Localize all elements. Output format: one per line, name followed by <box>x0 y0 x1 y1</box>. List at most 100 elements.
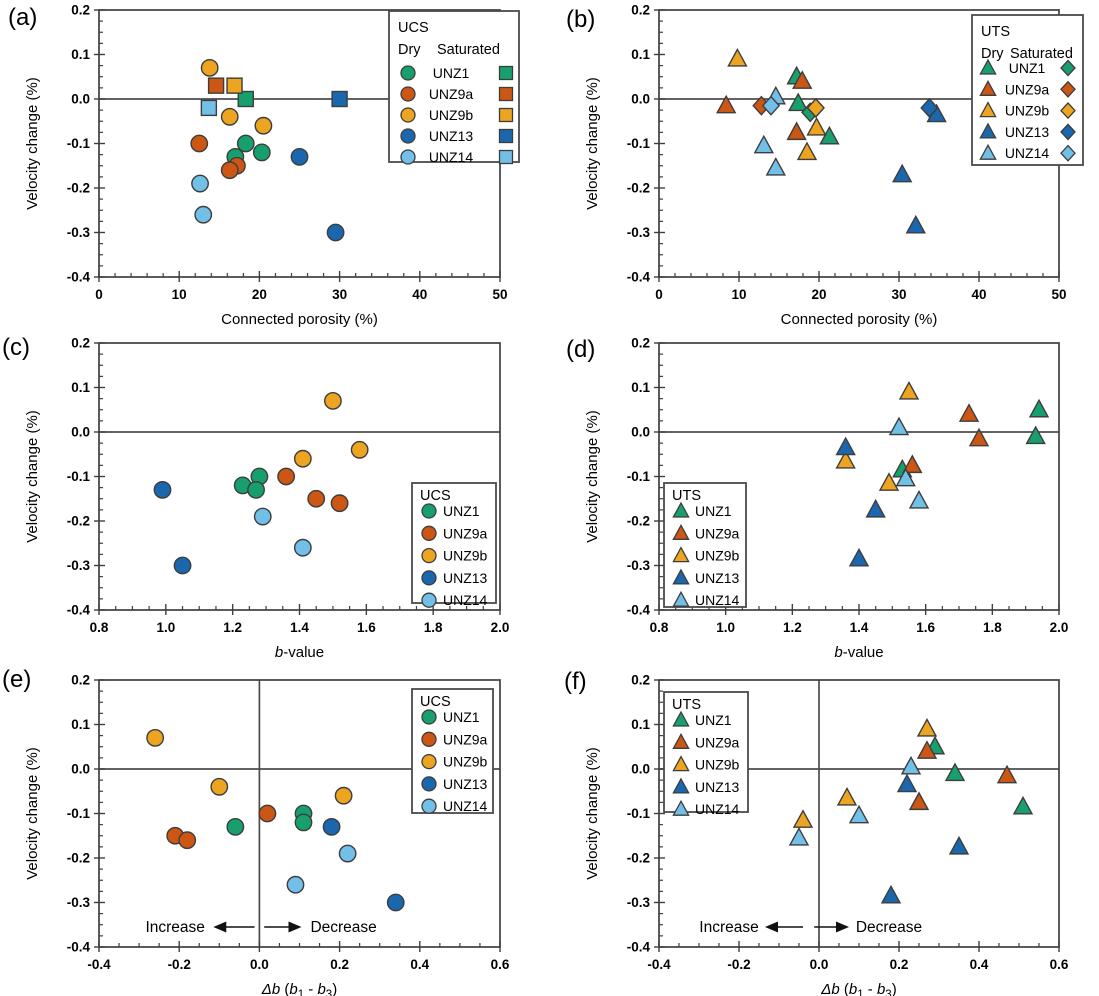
data-points <box>190 58 348 242</box>
point-UNZ13-saturated <box>920 97 939 118</box>
point-UNZ9b-dry <box>727 47 748 67</box>
legend-saturated-marker-UNZ1 <box>1060 59 1076 77</box>
legend-title: UCS <box>420 488 451 504</box>
plot-frame <box>98 342 501 611</box>
legend-marker-UNZ9b <box>421 547 437 564</box>
chart-panel-f: -0.4 -0.2 0.0 0.2 0.4 0.6 0.2 0.1 0.0 -0.1 -0.2 -0.… <box>584 673 1069 996</box>
x-axis-title: b-value <box>275 644 324 660</box>
legend-marker-UNZ13 <box>421 570 437 586</box>
point-UNZ14-dry <box>765 157 786 176</box>
legend-entry-label: UNZ14 <box>429 149 474 165</box>
point-UNZ14-dry <box>900 755 922 775</box>
legend-saturated-marker-UNZ14 <box>1060 144 1076 162</box>
legend-entry-label: UNZ9a <box>695 734 740 750</box>
point-UNZ14-saturated <box>761 95 781 116</box>
point-UNZ9b-saturated <box>226 77 243 94</box>
x-tick-label: 0.6 <box>491 957 510 972</box>
point-UNZ1-dry <box>1012 795 1034 815</box>
x-tick-label: 1.8 <box>424 620 443 635</box>
legend-entry-label: UNZ9a <box>443 525 488 541</box>
legend-entry-label: UNZ14 <box>443 592 488 608</box>
legend-marker-UNZ1 <box>672 710 690 727</box>
legend-dry-header: Dry <box>398 42 421 58</box>
legend-entry-label: UNZ9b <box>1005 103 1050 119</box>
legend-entry-label: UNZ9a <box>1005 81 1050 97</box>
x-tick-label: 1.6 <box>916 620 935 635</box>
panel-label-e: (e) <box>2 666 32 693</box>
legend-entry-label: UNZ1 <box>1009 60 1046 76</box>
y-tick-label: 0.1 <box>631 717 650 732</box>
point-UNZ14-saturated <box>200 99 218 117</box>
legend-dry-marker-UNZ9a <box>979 79 997 96</box>
y-tick-label: -0.1 <box>627 469 651 484</box>
y-tick-label: -0.3 <box>67 225 91 240</box>
y-axis-title: Velocity change (%) <box>584 77 601 210</box>
point-UNZ13-dry <box>948 835 970 855</box>
panel-label-f: (f) <box>564 668 587 695</box>
legend-saturated-marker-UNZ13 <box>1060 123 1076 141</box>
chart-panel-d: 0.8 1.0 1.2 1.4 1.6 1.8 2.0 0.2 0.1 0.0 -0.1 -0.2 -0… <box>584 336 1068 661</box>
y-tick-label: -0.2 <box>67 181 90 196</box>
point-UNZ13-dry <box>896 773 918 793</box>
legend-entry-label: UNZ14 <box>695 592 740 608</box>
legend-a: UCS Dry Saturated UNZ1 UNZ9a UNZ9b UNZ13 UNZ14 <box>388 10 520 165</box>
x-tick-label: 1.2 <box>223 620 242 635</box>
b-change-annotation: Increase Decrease <box>145 919 376 936</box>
point-UNZ9b-dry <box>200 58 219 77</box>
point-UNZ9a-dry <box>220 161 239 180</box>
y-tick-label: -0.2 <box>627 181 650 196</box>
x-tick-label: 0.8 <box>90 620 109 635</box>
point-UNZ14-dry <box>253 507 272 526</box>
x-axis-title: Connected porosity (%) <box>221 311 378 328</box>
y-axis-title: Velocity change (%) <box>24 747 41 880</box>
plot-frame <box>658 342 1060 611</box>
legend-saturated-marker-UNZ9a <box>1060 80 1076 98</box>
point-UNZ1-dry <box>944 762 966 782</box>
x-tick-label: 10 <box>172 287 187 302</box>
x-tick-label: 1.8 <box>983 620 1002 635</box>
legend-box <box>663 482 747 608</box>
point-UNZ13-dry <box>865 498 886 518</box>
point-UNZ14-dry <box>848 804 870 824</box>
legend-saturated-marker-UNZ9a <box>498 86 514 102</box>
legend-dry-header: Dry <box>981 46 1004 62</box>
point-UNZ14-dry <box>895 467 916 487</box>
y-tick-label: 0.2 <box>631 336 650 351</box>
point-UNZ13-saturated <box>331 90 348 108</box>
x-tick-label: 2.0 <box>491 620 510 635</box>
x-tick-label: -0.4 <box>87 957 111 972</box>
legend-saturated-header: Saturated <box>437 42 500 58</box>
point-UNZ14-dry <box>286 875 305 894</box>
legend-dry-marker-UNZ1 <box>979 58 997 75</box>
point-UNZ9a-dry <box>786 121 807 141</box>
x-tick-label: 1.4 <box>290 620 309 635</box>
point-UNZ9b-dry <box>878 472 900 491</box>
y-tick-label: 0.2 <box>71 336 90 351</box>
x-tick-label: 1.0 <box>156 620 175 635</box>
y-tick-label: 0.2 <box>71 673 90 688</box>
legend-saturated-marker-UNZ14 <box>498 149 514 165</box>
x-tick-label: 0.6 <box>1050 957 1069 972</box>
legend-dry-marker-UNZ13 <box>400 128 416 144</box>
y-tick-label: -0.1 <box>627 136 651 151</box>
point-UNZ13-dry <box>153 480 172 499</box>
legend-dry-marker-UNZ9b <box>400 107 416 123</box>
point-UNZ13-dry <box>386 893 405 912</box>
data-points <box>716 47 947 234</box>
y-tick-label: 0.1 <box>631 380 650 395</box>
y-tick-label: -0.2 <box>627 851 650 866</box>
y-tick-label: -0.2 <box>627 514 650 529</box>
y-tick-label: -0.3 <box>67 895 91 910</box>
increase-label: Increase <box>699 919 758 936</box>
point-UNZ9a-dry <box>996 764 1018 784</box>
panel-label-d: (d) <box>566 336 596 363</box>
y-tick-label: 0.0 <box>631 92 650 107</box>
data-points <box>146 728 405 912</box>
point-UNZ9b-dry <box>220 107 239 126</box>
point-UNZ1-dry <box>236 134 255 153</box>
y-tick-label: 0.0 <box>71 762 90 777</box>
legend-saturated-marker-UNZ9b <box>498 107 514 123</box>
point-UNZ14-dry <box>293 538 312 557</box>
point-UNZ13-dry <box>835 436 856 456</box>
